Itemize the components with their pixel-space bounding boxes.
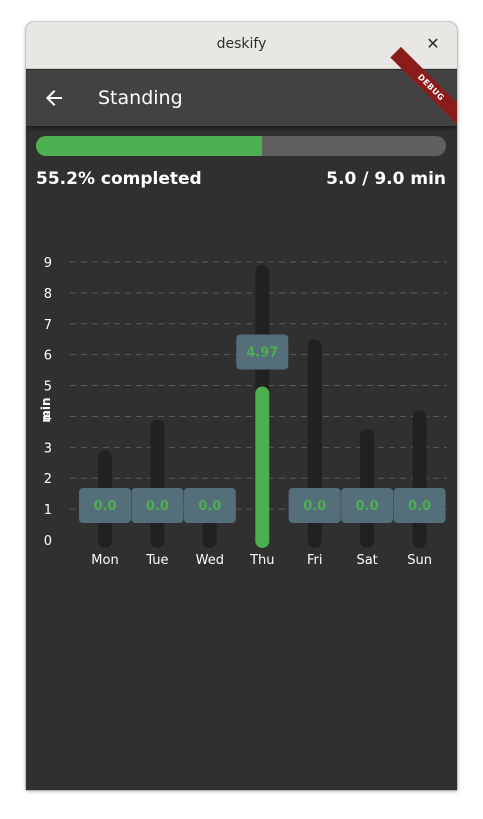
weekly-bar-chart: 0 1 2 3 4 5 6 7 8 9 min Mon Tue Wed Thu Fri Sat Sun 0.0 0.0… (26, 232, 457, 572)
bar-tooltip (236, 334, 289, 370)
window-titlebar[interactable]: deskify ✕ (26, 22, 457, 69)
y-tick-label: 0 (44, 534, 52, 549)
y-tick-label: 3 (44, 441, 52, 456)
value-bar (255, 386, 270, 548)
y-tick-label: 8 (44, 287, 52, 302)
y-tick-label: 6 (44, 349, 52, 364)
progress-bar (36, 136, 446, 156)
bar-tooltip-value: 0.0 (408, 499, 431, 514)
progress-amount-label: 5.0 / 9.0 min (326, 169, 446, 189)
y-tick-label: 5 (44, 380, 52, 395)
app-window: deskify ✕ Standing DEBUG 55.2% completed… (26, 22, 457, 790)
window-title: deskify (216, 36, 267, 52)
bar-tooltip-value: 0.0 (146, 499, 169, 514)
y-axis-label: min (39, 397, 53, 422)
x-tick-label: Sun (407, 553, 432, 568)
x-tick-label: Fri (307, 553, 323, 568)
page-title: Standing (98, 87, 183, 109)
target-track (150, 419, 165, 548)
bar-tooltip-value: 0.0 (93, 499, 116, 514)
y-tick-label: 4 (44, 410, 52, 425)
y-tick-label: 1 (44, 503, 52, 518)
bar-tooltip (183, 488, 236, 523)
bar-tooltip (341, 488, 394, 523)
progress-bar-fill (36, 136, 263, 156)
x-tick-label: Thu (249, 553, 274, 568)
progress-percent-label: 55.2% completed (36, 169, 202, 189)
bar-tooltip (131, 488, 184, 523)
target-track (412, 410, 427, 548)
close-icon[interactable]: ✕ (426, 34, 440, 53)
bar-tooltip-value: 0.0 (356, 499, 379, 514)
back-arrow-icon[interactable] (42, 86, 66, 110)
y-tick-label: 7 (44, 318, 52, 333)
chart-canvas: 0 1 2 3 4 5 6 7 8 9 min Mon Tue Wed Thu Fri Sat Sun 0.0 0.0… (39, 256, 447, 568)
bar-tooltip-value: 4.97 (246, 345, 278, 360)
bar-tooltip (79, 488, 131, 523)
bar-tooltip (393, 488, 446, 523)
bar-tooltip-value: 0.0 (198, 499, 221, 514)
x-tick-label: Sat (356, 553, 377, 568)
bar-tooltip (288, 488, 341, 523)
target-track (202, 518, 217, 548)
x-tick-label: Mon (91, 553, 118, 568)
bar-tooltip-value: 0.0 (303, 499, 326, 514)
y-tick-label: 2 (44, 472, 52, 487)
app-bar: Standing DEBUG (26, 46, 457, 129)
x-tick-label: Wed (196, 553, 224, 568)
x-tick-label: Tue (145, 553, 168, 568)
y-tick-label: 9 (44, 256, 52, 271)
